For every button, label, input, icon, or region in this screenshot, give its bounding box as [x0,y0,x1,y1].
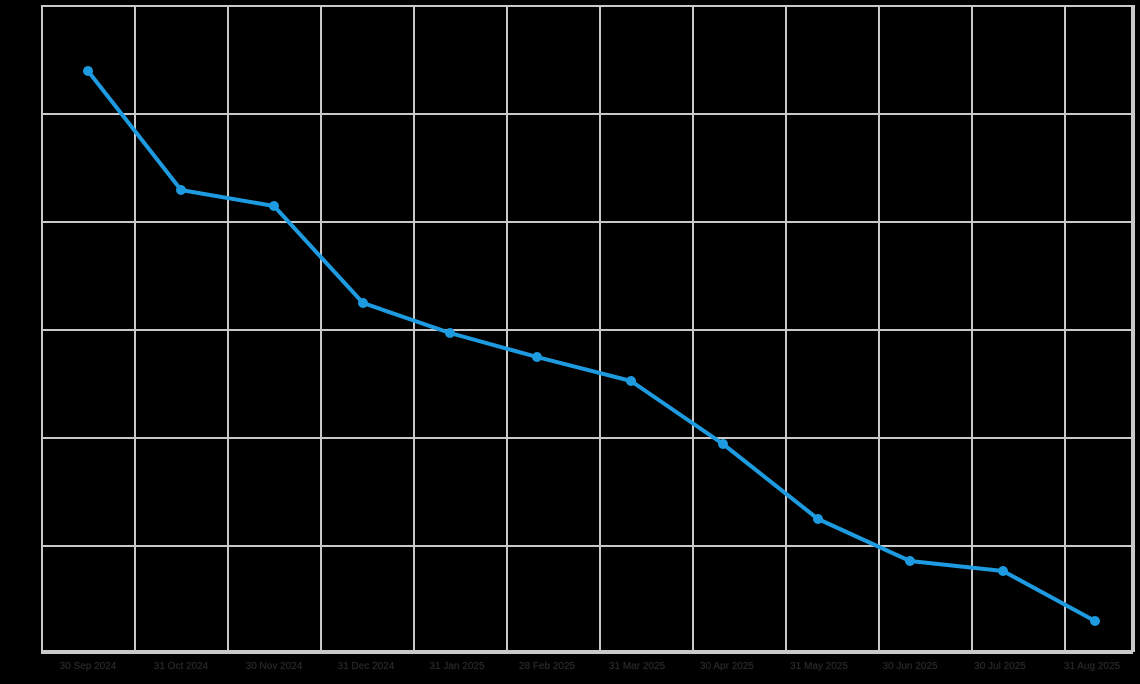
gridline-horizontal-4 [41,437,1133,439]
series-markers-0: 30 Sep 2024: 90 31 Oct 2024: 71.2 30 Nov 2… [83,66,1100,626]
gridline-vertical-4 [413,5,415,652]
x-tick-label-7: 30 Apr 2025 [700,661,754,672]
axis-line-top [41,5,1133,7]
x-tick-label-0: 30 Sep 2024 [59,661,117,672]
gridline-horizontal-5 [41,545,1133,547]
x-tick-label-10: 30 Jul 2025 [974,661,1026,672]
gridline-vertical-1 [134,5,136,652]
data-point-marker[interactable]: 31 Oct 2024: 71.2 [176,185,186,195]
gridline-vertical-9 [878,5,880,652]
data-point-marker[interactable]: 31 Dec 2024: 53.5 [358,298,368,308]
gridline-horizontal-1 [41,113,1133,115]
gridline-vertical-2 [227,5,229,652]
x-tick-label-5: 28 Feb 2025 [518,661,576,672]
series-layer: 30 Sep 2024: 90 31 Oct 2024: 71.2 30 Nov 2… [83,66,1100,626]
gridline-horizontal-3 [41,329,1133,331]
data-point-marker[interactable]: 30 Jun 2025: 13.7 [905,556,915,566]
x-tick-label-3: 31 Dec 2024 [337,661,395,672]
gridline-vertical-7 [692,5,694,652]
x-axis-label-row: 30 Sep 2024 31 Oct 2024 30 Nov 2024 31 Dec … [0,660,1140,684]
x-tick-label-2: 30 Nov 2024 [245,661,303,672]
data-point-marker[interactable]: 28 Feb 2025: 45.1 [532,352,542,362]
gridline-vertical-6 [599,5,601,652]
x-tick-label-8: 31 May 2025 [790,661,848,672]
axis-line-right [1131,5,1133,652]
data-point-marker[interactable]: 30 Jul 2025: 12.2 [998,566,1008,576]
gridline-horizontal-6 [41,652,1133,654]
gridline-vertical-11 [1064,5,1066,652]
plot-area: 30 Sep 2024: 90 31 Oct 2024: 71.2 30 Nov 2… [41,5,1135,654]
data-point-marker[interactable]: 31 Aug 2025: 4.4 [1090,616,1100,626]
gridline-vertical-12 [1133,5,1135,652]
axis-line-left [41,5,43,652]
series-line-0 [86,69,1097,623]
data-point-marker[interactable]: 31 Jan 2025: 48.8 [445,328,455,338]
x-tick-label-9: 30 Jun 2025 [882,661,938,672]
x-tick-label-11: 31 Aug 2025 [1063,661,1121,672]
data-point-marker[interactable]: 30 Apr 2025: 31.6 [718,439,728,449]
x-tick-label-1: 31 Oct 2024 [153,661,209,672]
x-tick-label-4: 31 Jan 2025 [429,661,485,672]
gridline-vertical-10 [971,5,973,652]
gridline-horizontal-2 [41,221,1133,223]
gridline-vertical-5 [506,5,508,652]
data-point-marker[interactable]: 31 Mar 2025: 41.4 [626,376,636,386]
x-tick-label-6: 31 Mar 2025 [608,661,666,672]
data-point-marker[interactable]: 30 Nov 2024: 68.6 [269,201,279,211]
gridline-vertical-3 [320,5,322,652]
data-point-marker[interactable]: 31 May 2025: 20 [813,514,823,524]
gridline-vertical-8 [785,5,787,652]
data-point-marker[interactable]: 30 Sep 2024: 90 [83,66,93,76]
axis-line-bottom [41,650,1133,652]
